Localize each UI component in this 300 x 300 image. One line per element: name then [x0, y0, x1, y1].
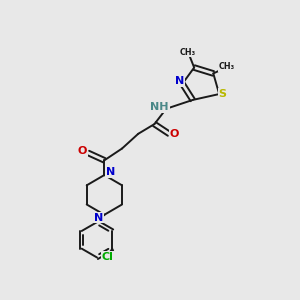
- Text: O: O: [170, 129, 179, 140]
- Text: NH: NH: [151, 102, 169, 112]
- Text: Cl: Cl: [102, 252, 114, 262]
- Text: N: N: [94, 213, 103, 223]
- Text: N: N: [176, 76, 185, 86]
- Text: O: O: [78, 146, 87, 157]
- Text: N: N: [106, 167, 115, 177]
- Text: S: S: [219, 89, 227, 99]
- Text: CH₃: CH₃: [218, 62, 235, 71]
- Text: CH₃: CH₃: [179, 48, 196, 57]
